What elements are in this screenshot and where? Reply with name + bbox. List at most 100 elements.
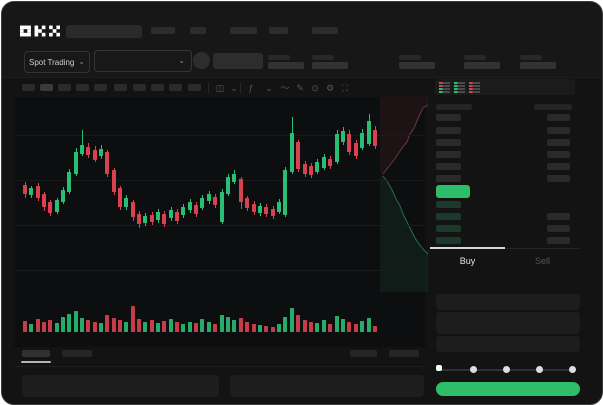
- book-split-view-icon[interactable]: [439, 82, 450, 93]
- volume-bar: [232, 320, 236, 332]
- interval-button-7[interactable]: [133, 84, 146, 91]
- price-chart-canvas[interactable]: [14, 97, 426, 347]
- bid-row-amount[interactable]: [547, 225, 570, 232]
- interval-button-4[interactable]: [76, 84, 89, 91]
- volume-bar: [271, 327, 275, 332]
- interval-button-2[interactable]: [40, 84, 53, 91]
- slider-stop[interactable]: [536, 366, 543, 373]
- stat-label-1: [268, 55, 290, 60]
- tab-sell[interactable]: Sell: [534, 256, 550, 266]
- ask-row-price[interactable]: [436, 163, 461, 170]
- pair-name-placeholder[interactable]: [213, 53, 263, 69]
- volume-bar: [169, 319, 173, 332]
- volume-bar: [220, 315, 224, 332]
- bottom-panel-left: [22, 375, 219, 397]
- interval-button-9[interactable]: [169, 84, 182, 91]
- bid-row-price[interactable]: [436, 237, 461, 244]
- interval-button-1[interactable]: [22, 84, 35, 91]
- order-total-field[interactable]: [436, 336, 580, 352]
- chevron-down-icon: ⌄: [78, 57, 85, 66]
- market-type-dropdown[interactable]: Spot Trading ⌄: [24, 51, 90, 73]
- slider-handle[interactable]: [436, 365, 442, 371]
- volume-bar: [354, 324, 358, 332]
- okx-logo: [20, 25, 60, 37]
- interval-button-5[interactable]: [94, 84, 107, 91]
- order-amount-field[interactable]: [436, 312, 580, 334]
- candle: [245, 198, 249, 208]
- volume-bar: [42, 322, 46, 332]
- chart-type-chevron-icon[interactable]: ⌄: [230, 83, 238, 93]
- secondary-dropdown[interactable]: ⌄: [94, 50, 192, 72]
- indicators-chevron-icon[interactable]: ⌄: [265, 83, 273, 93]
- volume-bar: [264, 326, 268, 332]
- bid-row-price[interactable]: [436, 213, 461, 220]
- depth-chart: [380, 97, 429, 292]
- interval-button-3[interactable]: [58, 84, 71, 91]
- bottom-action-1[interactable]: [350, 350, 377, 357]
- bottom-action-2[interactable]: [389, 350, 419, 357]
- candle: [137, 214, 141, 224]
- volume-bar: [213, 324, 217, 332]
- buy-submit-button[interactable]: [436, 382, 580, 396]
- ask-row-price[interactable]: [436, 114, 461, 121]
- ask-row-price[interactable]: [436, 139, 461, 146]
- candle: [341, 131, 345, 142]
- tab-buy[interactable]: Buy: [459, 256, 476, 266]
- nav-item-5[interactable]: [312, 27, 338, 34]
- book-asks-only-icon[interactable]: [469, 82, 480, 93]
- candle: [42, 194, 46, 207]
- candle: [264, 207, 268, 214]
- interval-button-6[interactable]: [114, 84, 127, 91]
- volume-bar: [131, 306, 135, 332]
- line-tool-icon[interactable]: 〜: [280, 83, 290, 93]
- order-price-field[interactable]: [436, 294, 580, 310]
- volume-bar: [118, 320, 122, 332]
- interval-button-10[interactable]: [188, 84, 201, 91]
- nav-item-1[interactable]: [151, 27, 175, 34]
- candle: [296, 142, 300, 169]
- stat-value-4: [464, 62, 500, 69]
- ask-row-price[interactable]: [436, 175, 461, 182]
- draw-icon[interactable]: ✎: [296, 83, 304, 93]
- bid-row-price[interactable]: [436, 225, 461, 232]
- book-bids-only-icon[interactable]: [454, 82, 465, 93]
- volume-bar: [290, 308, 294, 332]
- bottom-tab-orders[interactable]: [22, 350, 50, 357]
- orderbook-header-price: [436, 104, 472, 110]
- chart-type-icon[interactable]: ◫: [215, 83, 225, 93]
- candle: [150, 215, 154, 222]
- slider-stop[interactable]: [503, 366, 510, 373]
- indicators-icon[interactable]: ƒ: [248, 83, 254, 93]
- camera-icon[interactable]: ⊙: [311, 83, 319, 93]
- search-input[interactable]: [66, 25, 142, 38]
- interval-button-8[interactable]: [151, 84, 164, 91]
- bid-row-price[interactable]: [436, 201, 461, 208]
- ask-row-amount[interactable]: [547, 114, 570, 121]
- gridline: [16, 180, 424, 181]
- ask-row-amount[interactable]: [547, 175, 570, 182]
- ask-row-price[interactable]: [436, 151, 461, 158]
- bottom-tab-history[interactable]: [62, 350, 92, 357]
- bottom-divider: [14, 366, 426, 367]
- nav-item-3[interactable]: [230, 27, 257, 34]
- ask-row-amount[interactable]: [547, 151, 570, 158]
- volume-bar: [367, 318, 371, 332]
- ask-row-amount[interactable]: [547, 163, 570, 170]
- candle: [303, 164, 307, 174]
- bid-row-amount[interactable]: [547, 213, 570, 220]
- fullscreen-icon[interactable]: ⛶: [341, 83, 349, 93]
- slider-stop[interactable]: [470, 366, 477, 373]
- ask-row-price[interactable]: [436, 127, 461, 134]
- candle: [131, 202, 135, 217]
- volume-bar: [239, 318, 243, 332]
- nav-item-2[interactable]: [190, 27, 206, 34]
- ask-row-amount[interactable]: [547, 127, 570, 134]
- settings-icon[interactable]: ⚙: [325, 83, 335, 93]
- bid-row-amount[interactable]: [547, 237, 570, 244]
- volume-bar: [347, 322, 351, 332]
- ask-row-amount[interactable]: [547, 139, 570, 146]
- stat-value-5: [520, 62, 556, 69]
- nav-item-4[interactable]: [269, 27, 288, 34]
- slider-stop[interactable]: [569, 366, 576, 373]
- volume-bar: [143, 322, 147, 332]
